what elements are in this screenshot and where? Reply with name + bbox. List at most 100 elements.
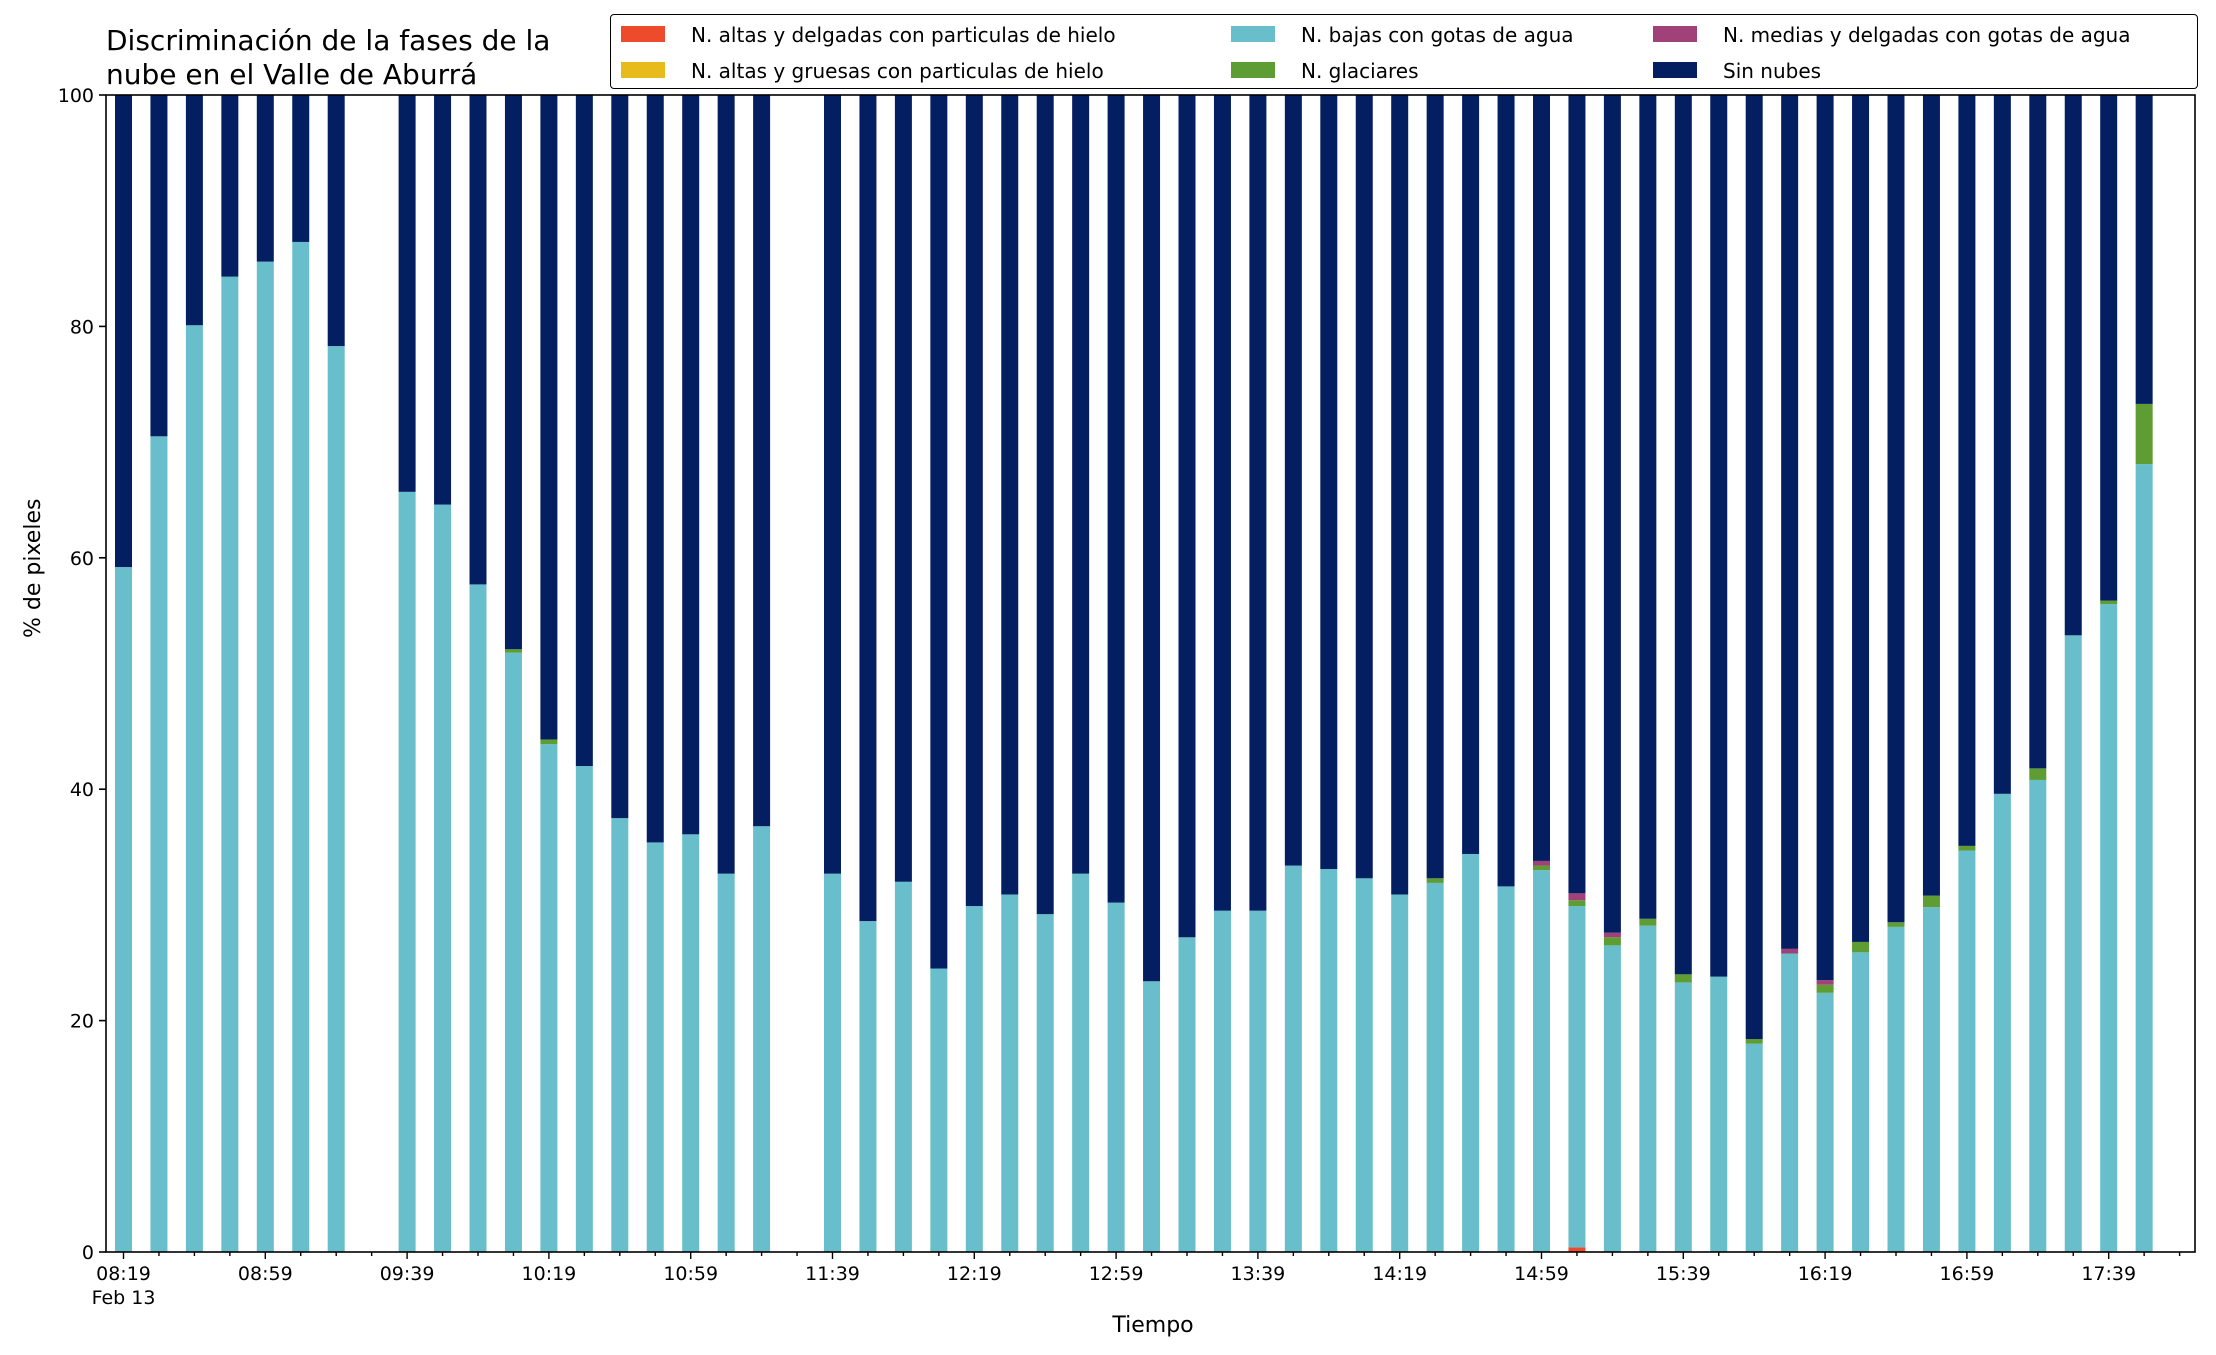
bar-segment (2064, 95, 2082, 636)
y-tick-label: 80 (70, 316, 94, 338)
y-axis: 0 20 40 60 80 100 (58, 85, 106, 1264)
bar-segment (1710, 976, 1728, 1252)
bar-segment (1603, 932, 1621, 938)
bar-segment (682, 95, 700, 835)
bar-segment (1533, 95, 1550, 861)
bar-segment (1213, 95, 1231, 911)
bar-segment (1036, 914, 1054, 1252)
x-tick-label: 16:19 (1798, 1263, 1853, 1285)
bar-segment (1639, 925, 1657, 1252)
bar-segment (1533, 865, 1550, 871)
y-tick-label: 0 (82, 1242, 94, 1264)
x-tick-label: 14:19 (1372, 1263, 1427, 1285)
bar-segment (2100, 604, 2118, 1252)
x-tick-label: 08:19 (96, 1263, 151, 1285)
bar-segment (1249, 910, 1267, 1252)
bar-segment (611, 818, 629, 1252)
bar-segment (753, 95, 771, 827)
bar-segment (1816, 95, 1834, 981)
bar-segment (1107, 902, 1125, 1252)
bar-segment (1426, 95, 1444, 879)
bar-segment (292, 241, 310, 1253)
bar-segment (2029, 95, 2047, 769)
bar-segment (611, 95, 629, 819)
bar-segment (1674, 982, 1692, 1252)
bar-segment (1568, 900, 1586, 907)
x-date-label: Feb 13 (92, 1287, 156, 1309)
bar-segment (115, 567, 132, 1252)
bar-segment (930, 968, 948, 1252)
bar-segment (859, 95, 877, 922)
bar-segment (965, 906, 983, 1252)
bar-segment (1533, 870, 1550, 1252)
bar-segment (1568, 906, 1586, 1248)
bar-segment (504, 95, 522, 650)
bar-segment (1391, 95, 1409, 895)
bar-segment (398, 491, 416, 1252)
bar-segment (469, 584, 487, 1252)
legend-swatch (621, 62, 665, 78)
bar-segment (1001, 894, 1019, 1252)
y-tick-label: 20 (70, 1011, 94, 1033)
x-tick-label: 12:59 (1089, 1263, 1144, 1285)
bar-segment (2064, 635, 2082, 1252)
legend-swatch (1231, 62, 1275, 78)
x-tick-label: 14:59 (1514, 1263, 1569, 1285)
bar-segment (646, 95, 664, 843)
bar-segment (1284, 865, 1302, 1252)
bar-segment (1639, 95, 1657, 919)
bar-segment (646, 842, 664, 1252)
bar-segment (1497, 95, 1515, 887)
bar-segment (717, 95, 735, 874)
bar-segment (1781, 95, 1799, 949)
bar-segment (1639, 918, 1657, 926)
bar-segment (1320, 869, 1338, 1252)
bar-segment (1036, 95, 1054, 915)
bar-segment (1816, 980, 1834, 985)
bar-segment (1922, 907, 1940, 1252)
bar-segment (1249, 95, 1267, 911)
bar-segment (1426, 878, 1444, 883)
x-tick-label: 09:39 (380, 1263, 435, 1285)
bar-segment (1533, 860, 1550, 866)
bar-segment (1816, 992, 1834, 1252)
bar-segment (894, 95, 912, 882)
bar-segment (717, 873, 735, 1252)
bar-segment (859, 921, 877, 1252)
bar-segment (1603, 95, 1621, 933)
chart-title-line-2: nube en el Valle de Aburrá (106, 58, 478, 91)
bar-segment (540, 739, 558, 745)
bar-segment (115, 95, 132, 568)
bar-segment (1603, 945, 1621, 1252)
legend-label: N. altas y gruesas con particulas de hie… (691, 59, 1104, 83)
y-tick-label: 100 (58, 85, 94, 107)
bar-segment (2135, 464, 2153, 1252)
bar-segment (2135, 95, 2153, 404)
x-axis: 08:19 08:59 09:39 10:19 10:59 11:39 12:19 12:59… (92, 1252, 2181, 1309)
bar-segment (1852, 941, 1870, 953)
legend-label: N. glaciares (1301, 59, 1419, 83)
bar-segment (1852, 952, 1870, 1252)
x-axis-label: Tiempo (1112, 1313, 1194, 1338)
bar-segment (540, 95, 558, 740)
bar-segment (930, 95, 948, 969)
x-tick-label: 11:39 (805, 1263, 860, 1285)
bar-segment (469, 95, 487, 585)
bar-segment (1674, 974, 1692, 983)
bar-segment (1284, 95, 1302, 866)
bar-segment (1568, 893, 1586, 901)
chart-legend: N. altas y delgadas con particulas de hi… (610, 14, 2198, 89)
bar-segment (1710, 95, 1728, 977)
plot-frame (105, 94, 2196, 1253)
x-tick-label: 15:39 (1656, 1263, 1711, 1285)
bar-segment (2135, 403, 2153, 465)
bar-segment (1781, 953, 1799, 1252)
bar-segment (150, 436, 168, 1252)
legend-swatch (1653, 26, 1697, 42)
bar-segment (185, 325, 203, 1252)
bar-segment (504, 652, 522, 1252)
bar-segment (575, 95, 593, 767)
bar-segment (2100, 600, 2118, 605)
bar-segment (1993, 793, 2011, 1252)
x-tick-label: 10:19 (522, 1263, 577, 1285)
